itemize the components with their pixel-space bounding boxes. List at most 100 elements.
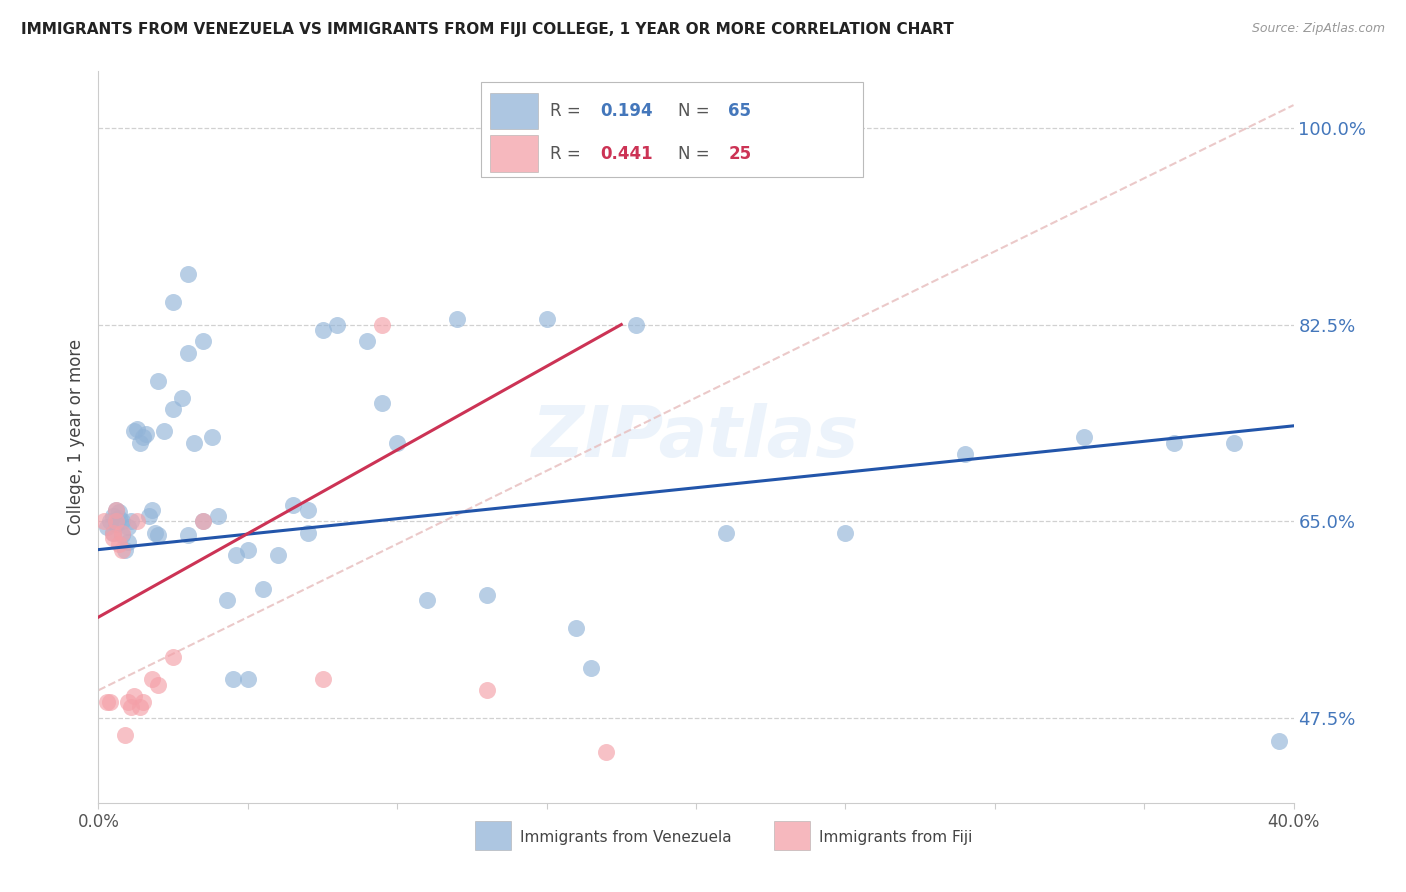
Point bbox=[834, 525, 856, 540]
Point bbox=[96, 694, 118, 708]
Point bbox=[1163, 435, 1185, 450]
Point bbox=[281, 498, 304, 512]
Text: IMMIGRANTS FROM VENEZUELA VS IMMIGRANTS FROM FIJI COLLEGE, 1 YEAR OR MORE CORREL: IMMIGRANTS FROM VENEZUELA VS IMMIGRANTS … bbox=[21, 22, 953, 37]
Point bbox=[148, 528, 170, 542]
Point bbox=[267, 548, 290, 562]
Point bbox=[416, 593, 439, 607]
Point bbox=[222, 672, 245, 686]
Point bbox=[311, 323, 333, 337]
Point bbox=[143, 525, 166, 540]
Point bbox=[103, 508, 125, 523]
Point bbox=[191, 334, 214, 349]
Point bbox=[120, 700, 142, 714]
Point bbox=[225, 548, 247, 562]
Point bbox=[117, 534, 139, 549]
Point bbox=[172, 391, 194, 405]
Point bbox=[111, 528, 134, 542]
Point bbox=[595, 745, 617, 759]
Point bbox=[148, 678, 170, 692]
Point bbox=[132, 430, 155, 444]
Y-axis label: College, 1 year or more: College, 1 year or more bbox=[66, 339, 84, 535]
FancyBboxPatch shape bbox=[491, 93, 538, 129]
Point bbox=[93, 515, 115, 529]
Point bbox=[114, 728, 136, 742]
Point bbox=[105, 515, 128, 529]
Point bbox=[105, 503, 128, 517]
Point bbox=[215, 593, 238, 607]
Point bbox=[626, 318, 648, 332]
Text: 0.194: 0.194 bbox=[600, 102, 652, 120]
Point bbox=[183, 435, 205, 450]
Point bbox=[446, 312, 468, 326]
Point bbox=[108, 511, 131, 525]
Point bbox=[148, 374, 170, 388]
Point bbox=[252, 582, 274, 596]
Point bbox=[207, 508, 229, 523]
Point bbox=[297, 525, 319, 540]
FancyBboxPatch shape bbox=[491, 136, 538, 172]
Text: Immigrants from Venezuela: Immigrants from Venezuela bbox=[520, 830, 733, 846]
Point bbox=[127, 515, 149, 529]
Point bbox=[177, 345, 200, 359]
Point bbox=[356, 334, 378, 349]
Point bbox=[111, 542, 134, 557]
Text: Immigrants from Fiji: Immigrants from Fiji bbox=[820, 830, 973, 846]
Point bbox=[103, 532, 125, 546]
Point bbox=[135, 426, 157, 441]
Point bbox=[111, 525, 134, 540]
Point bbox=[127, 422, 149, 436]
Text: N =: N = bbox=[678, 145, 714, 162]
Point bbox=[98, 515, 122, 529]
Point bbox=[162, 295, 184, 310]
Point bbox=[141, 672, 163, 686]
Point bbox=[108, 506, 131, 520]
Point bbox=[177, 528, 200, 542]
Point bbox=[311, 672, 333, 686]
Point bbox=[124, 689, 146, 703]
Point bbox=[236, 542, 259, 557]
Point bbox=[98, 694, 122, 708]
Point bbox=[1073, 430, 1095, 444]
Text: R =: R = bbox=[550, 102, 586, 120]
Text: N =: N = bbox=[678, 102, 714, 120]
Point bbox=[297, 503, 319, 517]
FancyBboxPatch shape bbox=[481, 82, 863, 178]
Point bbox=[326, 318, 349, 332]
Point bbox=[132, 694, 155, 708]
Point bbox=[162, 401, 184, 416]
Point bbox=[120, 515, 142, 529]
Text: 0.441: 0.441 bbox=[600, 145, 652, 162]
Point bbox=[201, 430, 224, 444]
Point bbox=[714, 525, 737, 540]
Point bbox=[581, 661, 603, 675]
Point bbox=[153, 425, 176, 439]
Point bbox=[953, 447, 976, 461]
Point bbox=[1223, 435, 1246, 450]
Point bbox=[105, 503, 128, 517]
Point bbox=[385, 435, 409, 450]
Point bbox=[111, 515, 134, 529]
Text: Source: ZipAtlas.com: Source: ZipAtlas.com bbox=[1251, 22, 1385, 36]
Point bbox=[236, 672, 259, 686]
Point bbox=[475, 683, 498, 698]
Point bbox=[117, 694, 139, 708]
Text: R =: R = bbox=[550, 145, 586, 162]
Point bbox=[177, 267, 200, 281]
Point bbox=[114, 542, 136, 557]
Point bbox=[536, 312, 558, 326]
Text: 25: 25 bbox=[728, 145, 751, 162]
Point bbox=[1267, 734, 1289, 748]
Point bbox=[105, 516, 128, 531]
Point bbox=[108, 537, 131, 551]
Point bbox=[475, 588, 498, 602]
Point bbox=[141, 503, 163, 517]
Point bbox=[191, 515, 214, 529]
Point bbox=[191, 515, 214, 529]
Text: 65: 65 bbox=[728, 102, 751, 120]
Text: ZIPatlas: ZIPatlas bbox=[533, 402, 859, 472]
Point bbox=[124, 425, 146, 439]
Point bbox=[565, 621, 588, 635]
Point bbox=[129, 700, 152, 714]
FancyBboxPatch shape bbox=[475, 821, 510, 850]
Point bbox=[96, 520, 118, 534]
